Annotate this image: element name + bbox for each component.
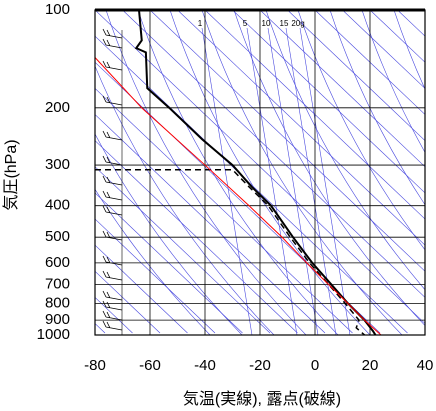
isotherm (95, 270, 161, 334)
isotherm (95, 192, 243, 334)
y-axis-label: 気圧(hPa) (2, 139, 20, 210)
y-tick-label: 200 (45, 99, 70, 116)
barb (102, 320, 123, 331)
x-tick-label: 20 (362, 357, 379, 374)
barb (102, 270, 123, 281)
x-tick-label: -40 (194, 357, 216, 374)
y-tick-label: 800 (45, 294, 70, 311)
isotherm (259, 10, 425, 168)
barb (102, 190, 123, 201)
barb (102, 255, 123, 266)
barb (102, 38, 123, 49)
adiabat (95, 65, 275, 335)
isotherm (95, 140, 298, 334)
adiabat (361, 10, 425, 153)
barb (102, 60, 123, 71)
y-tick-label: 900 (45, 311, 70, 328)
mixing-ratio-label: 1 (198, 19, 203, 28)
y-tick-label: 700 (45, 276, 70, 293)
isotherm (287, 10, 425, 142)
isotherm (204, 10, 425, 220)
adiabat (95, 133, 243, 335)
y-tick-label: 300 (45, 156, 70, 173)
grid (94, 9, 426, 336)
y-tick-label: 400 (45, 197, 70, 214)
adiabat (105, 10, 307, 335)
mixing-ratio-line (201, 27, 253, 335)
adiabat (393, 10, 425, 90)
barb (102, 28, 123, 39)
barb (102, 230, 123, 241)
isotherm (95, 114, 326, 334)
barb (102, 310, 123, 321)
adiabat (426, 10, 436, 335)
mixing-ratio-line (246, 27, 298, 335)
x-tick-label: 40 (417, 357, 434, 374)
x-tick-label: -20 (249, 357, 271, 374)
barb (102, 290, 123, 301)
y-tick-label: 100 (45, 1, 70, 18)
x-tick-label: -80 (84, 357, 106, 374)
adiabat (169, 10, 371, 335)
adiabat (201, 10, 403, 335)
dewpoint-line (95, 168, 365, 335)
isotherm (177, 10, 425, 246)
adiabat (329, 10, 425, 206)
isotherm (122, 10, 425, 298)
mixing-ratio-label: 5 (243, 19, 248, 28)
mixing-ratio-line (285, 27, 337, 335)
adiabat (297, 10, 425, 251)
isotherm (95, 10, 425, 324)
mixing-ratio-line (299, 27, 351, 335)
temperature-line (134, 10, 377, 335)
adiabat (265, 10, 425, 291)
isotherm (149, 10, 425, 272)
isotherm (424, 10, 425, 11)
adiabat (137, 10, 339, 335)
isotherm (95, 87, 353, 334)
mixing-ratio-label: 20g (291, 19, 304, 28)
isotherm (342, 10, 425, 89)
adiabat (95, 188, 211, 335)
mixing-ratio-label: 10 (262, 19, 271, 28)
barb (102, 205, 123, 216)
x-tick-label: -60 (139, 357, 161, 374)
barb (102, 155, 123, 166)
mixing-ratio-line (267, 27, 319, 335)
wind-barbs (102, 28, 123, 335)
isotherm (95, 166, 271, 334)
barb (102, 175, 123, 186)
barb (102, 130, 123, 141)
y-tick-label: 500 (45, 228, 70, 245)
profiles (95, 10, 382, 335)
adiabat (233, 10, 425, 326)
isotherm (314, 10, 425, 115)
isotherm (95, 244, 188, 334)
temperature-line (95, 57, 382, 335)
y-tick-label: 600 (45, 254, 70, 271)
isotherm (232, 10, 425, 194)
x-tick-label: 0 (311, 357, 319, 374)
barb (102, 95, 123, 106)
y-tick-label: 1000 (37, 326, 70, 343)
mixing-ratio-label: 15 (280, 19, 289, 28)
barb (102, 300, 123, 311)
x-axis-label: 気温(実線), 露点(破線) (183, 390, 341, 408)
isotherm (95, 218, 216, 334)
